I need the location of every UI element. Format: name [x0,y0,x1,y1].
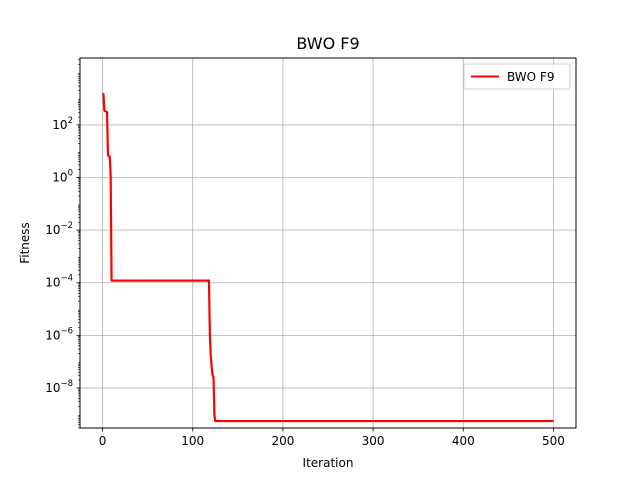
x-tick-label: 200 [271,434,294,448]
y-tick-label-base: 10 [52,118,67,132]
y-tick-label-exponent: −2 [60,221,73,231]
legend-box [463,63,571,90]
y-tick-label-base: 10 [52,171,67,185]
series-line [102,92,554,423]
chart-title: BWO F9 [296,34,359,53]
y-tick-label-base: 10 [45,381,60,395]
x-tick-label: 300 [362,434,385,448]
y-tick-label-exponent: −4 [60,274,73,284]
legend: BWO F9 [463,63,571,90]
y-tick-label-base: 10 [45,328,60,342]
y-tick-label-exponent: −6 [60,326,73,336]
axes-frame [79,57,577,429]
series-layer [102,92,554,423]
y-tick-label-base: 10 [45,223,60,237]
y-tick-label: 10−6 [45,326,73,342]
y-tick-label: 102 [52,116,73,132]
x-tick-label: 400 [452,434,475,448]
y-tick-label-exponent: 2 [68,116,73,126]
legend-label: BWO F9 [507,70,554,84]
x-axis-ticks: 0 100 200 300 400 500 [99,428,565,448]
x-tick-label: 0 [99,434,107,448]
x-tick-label: 100 [181,434,204,448]
y-tick-label: 10−8 [45,379,73,395]
y-tick-label: 10−2 [45,221,73,237]
y-tick-label-exponent: −8 [60,379,73,389]
y-axis-label: Fitness [18,222,32,264]
y-tick-label-base: 10 [45,276,60,290]
grid [80,58,576,428]
x-axis-label: Iteration [303,456,354,470]
x-tick-label: 500 [542,434,565,448]
y-tick-label-exponent: 0 [68,169,73,179]
y-tick-label: 100 [52,169,73,185]
y-tick-label: 10−4 [45,274,73,290]
